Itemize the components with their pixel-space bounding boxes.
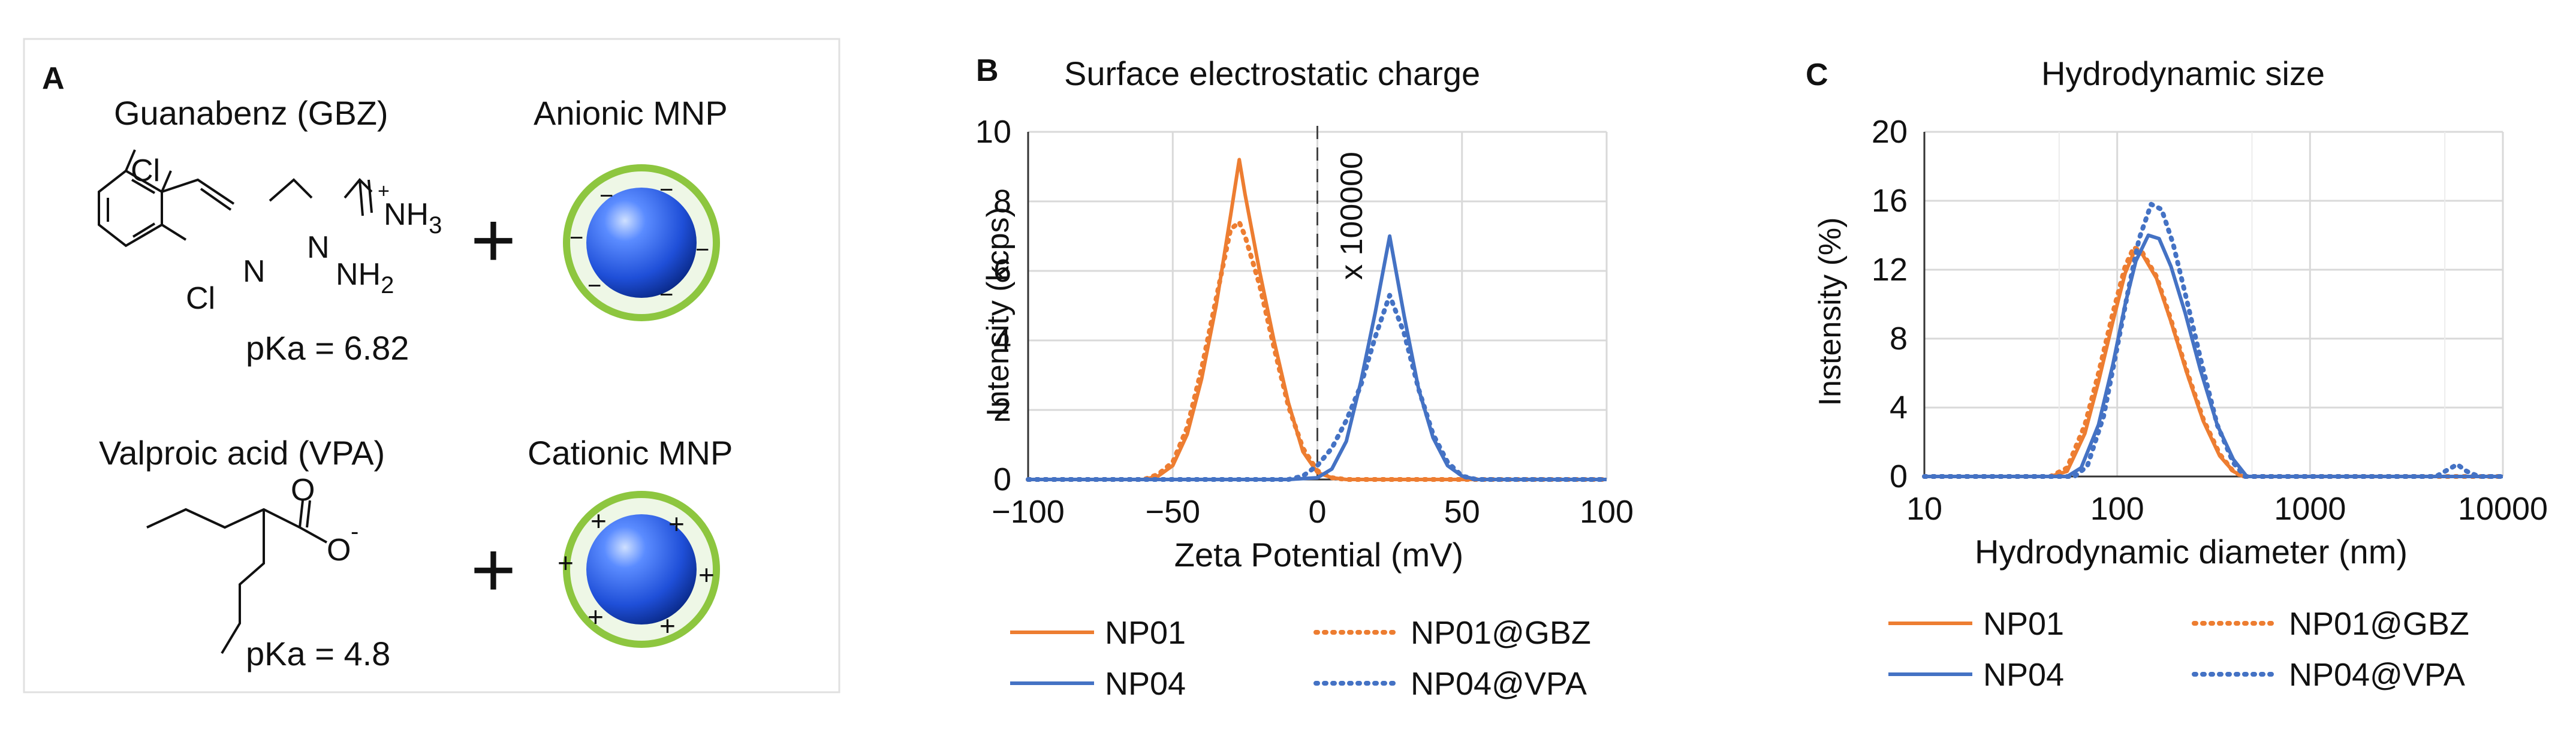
gbz-pka: pKa = 6.82	[246, 329, 409, 367]
vpa-structure	[146, 500, 327, 654]
x-tick-label: 0	[1308, 494, 1326, 530]
legend-label: NP01@GBZ	[2289, 606, 2469, 642]
anionic-charge: −	[659, 282, 673, 308]
legend-label: NP01	[1105, 615, 1186, 651]
cationic-mnp: + + + + + +	[558, 491, 720, 648]
cationic-charge: +	[558, 547, 574, 578]
cationic-charge: +	[659, 610, 676, 641]
legend-label: NP04	[1105, 666, 1186, 702]
vpa-o-double: O	[291, 473, 315, 508]
cationic-charge: +	[698, 559, 715, 590]
chart-c-legend: NP01 NP01@GBZ NP04 NP04@VPA	[1888, 606, 2469, 693]
series-line-np04-vpa	[1922, 201, 2505, 479]
chart-c-title: Hydrodynamic size	[2041, 55, 2325, 92]
chart-b-xlabel: Zeta Potential (mV)	[1174, 536, 1463, 574]
gbz-nh3-charge: +	[378, 180, 390, 203]
x-tick-label: 1000	[2274, 491, 2346, 527]
panel-a-label: A	[42, 61, 65, 96]
gbz-nh3: NH3	[384, 197, 442, 239]
gbz-cl-top: Cl	[131, 153, 160, 188]
x-tick-label: 10000	[2458, 491, 2548, 527]
anionic-charge: −	[659, 177, 673, 203]
legend-label: NP04@VPA	[1411, 666, 1587, 702]
vpa-o-minus: O	[327, 533, 351, 568]
anionic-charge: −	[695, 237, 709, 263]
panel-a-border	[23, 38, 840, 693]
gbz-nh2: NH2	[336, 257, 394, 298]
y-tick-label: 16	[1872, 183, 1908, 219]
chart-b-annotation: x 100000	[1334, 152, 1369, 280]
y-tick-label: 0	[993, 461, 1011, 497]
panel-b: B Surface electrostatic charge −100 −50 0 5…	[975, 53, 1634, 702]
y-tick-label: 8	[1890, 321, 1908, 357]
cationic-charge: +	[668, 508, 685, 539]
gbz-cl-bottom: Cl	[186, 281, 215, 316]
x-tick-label: −100	[992, 494, 1065, 530]
chart-c-plot: 10 100 1000 10000 0 4 8 12 16 20	[1872, 114, 2548, 527]
x-tick-label: −50	[1145, 494, 1200, 530]
cationic-charge: +	[590, 505, 607, 536]
gbz-structure	[98, 149, 373, 248]
panel-a: A Guanabenz (GBZ) Anionic MNP Cl Cl N N …	[23, 38, 840, 693]
y-tick-label: 8	[993, 183, 1011, 219]
y-tick-label: 12	[1872, 252, 1908, 288]
vpa-title: Valproic acid (VPA)	[99, 434, 385, 472]
plus-sign-bottom: +	[471, 526, 516, 613]
vpa-pka: pKa = 4.8	[246, 635, 390, 672]
anionic-charge: −	[570, 225, 583, 251]
x-tick-label: 100	[2090, 491, 2144, 527]
y-tick-label: 4	[993, 322, 1011, 358]
x-tick-label: 10	[1906, 491, 1942, 527]
y-tick-label: 2	[993, 392, 1011, 428]
vpa-o-charge: -	[351, 518, 358, 545]
panel-c: C Hydrodynamic size 10 100 1000 10000048121…	[1806, 55, 2548, 693]
y-tick-label: 10	[975, 114, 1011, 150]
gbz-n1: N	[243, 254, 266, 289]
y-tick-label: 6	[993, 253, 1011, 289]
y-tick-label: 20	[1872, 114, 1908, 150]
legend-label: NP04	[1983, 657, 2064, 693]
legend-label: NP01	[1983, 606, 2064, 642]
panel-b-label: B	[976, 53, 999, 88]
anionic-mnp-core	[586, 188, 697, 298]
anionic-mnp: − − − − − −	[563, 164, 720, 321]
series-line-np01-gbz	[1922, 245, 2505, 479]
anionic-mnp-title: Anionic MNP	[534, 94, 728, 132]
cationic-mnp-title: Cationic MNP	[528, 434, 733, 472]
series-line-np01-gbz	[1026, 219, 1609, 482]
chart-c-ylabel: Instensity (%)	[1813, 218, 1848, 406]
chart-b-plot: −100 −50 0 50 100 0 2 4 6 8 10	[975, 114, 1634, 530]
panel-c-label: C	[1806, 58, 1828, 92]
x-tick-label: 50	[1444, 494, 1480, 530]
gbz-title: Guanabenz (GBZ)	[114, 94, 388, 132]
gbz-n2: N	[307, 230, 330, 265]
y-tick-label: 0	[1890, 458, 1908, 494]
x-tick-label: 100	[1580, 494, 1634, 530]
chart-c-xlabel: Hydrodynamic diameter (nm)	[1975, 533, 2408, 571]
legend-label: NP04@VPA	[2289, 657, 2465, 693]
anionic-charge: −	[587, 273, 601, 299]
plus-sign-top: +	[471, 196, 516, 283]
series-line-np04-vpa	[1026, 292, 1609, 482]
y-tick-label: 4	[1890, 390, 1908, 426]
anionic-charge: −	[599, 183, 613, 209]
chart-b-ylabel: Intensity (kcps)	[981, 207, 1016, 417]
legend-label: NP01@GBZ	[1411, 615, 1591, 651]
chart-b-legend: NP01 NP01@GBZ NP04 NP04@VPA	[1010, 615, 1591, 702]
cationic-mnp-core	[586, 514, 697, 625]
chart-b-title: Surface electrostatic charge	[1064, 55, 1480, 92]
cationic-charge: +	[587, 601, 604, 632]
